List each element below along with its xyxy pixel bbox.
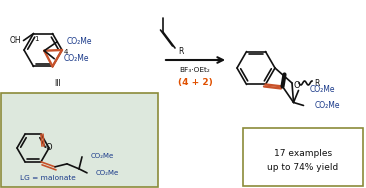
Text: CO₂Me: CO₂Me <box>96 170 119 176</box>
Text: CO₂Me: CO₂Me <box>67 37 92 46</box>
Text: R: R <box>178 46 184 55</box>
Text: O: O <box>294 80 300 89</box>
Text: CO₂Me: CO₂Me <box>310 85 335 94</box>
Text: CO₂Me: CO₂Me <box>90 153 113 159</box>
Text: (4 + 2): (4 + 2) <box>178 77 212 86</box>
Text: 17 examples: 17 examples <box>274 149 332 158</box>
Text: R: R <box>314 79 320 87</box>
Text: O: O <box>46 143 52 152</box>
Text: BF₃·OEt₂: BF₃·OEt₂ <box>180 67 210 73</box>
Text: 4: 4 <box>64 49 68 55</box>
Bar <box>1 93 158 187</box>
Text: CO₂Me: CO₂Me <box>64 54 89 63</box>
Text: up to 74% yield: up to 74% yield <box>268 162 339 171</box>
Text: OH: OH <box>10 36 21 45</box>
Bar <box>243 128 363 186</box>
Text: LG = malonate: LG = malonate <box>20 175 76 181</box>
Text: CO₂Me: CO₂Me <box>315 101 340 110</box>
Text: 1: 1 <box>34 36 39 42</box>
Text: III: III <box>55 79 61 87</box>
